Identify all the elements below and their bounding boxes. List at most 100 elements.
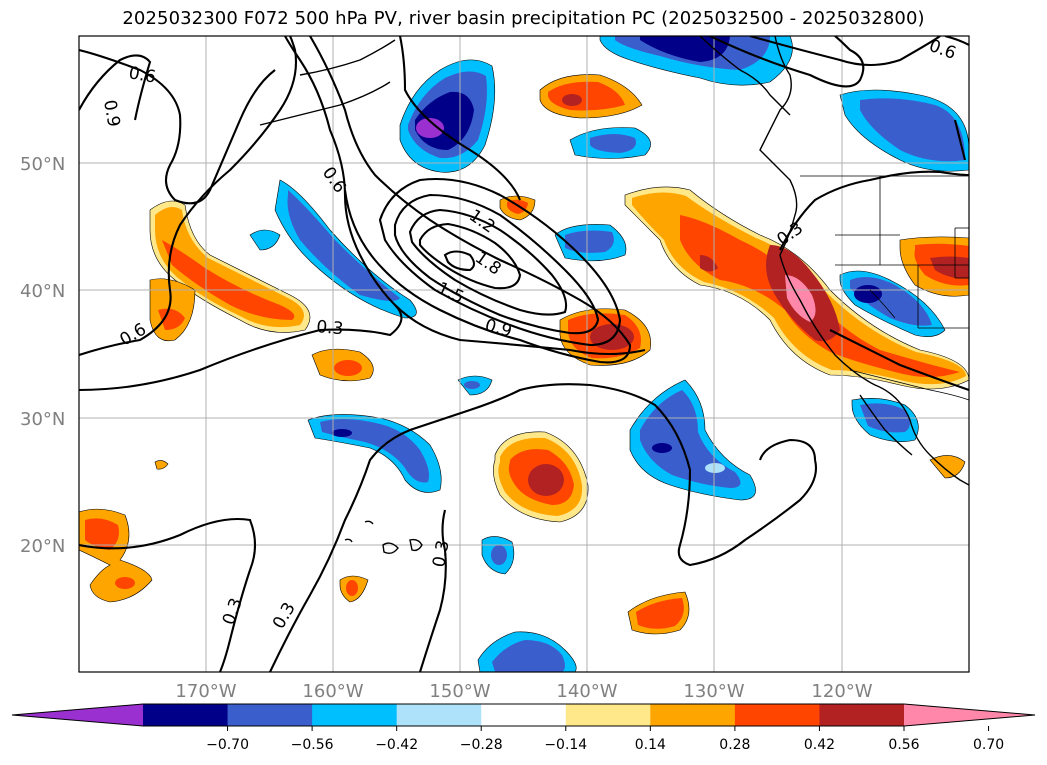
longitude-label: 130°W (683, 681, 744, 702)
contour-labels: 0.6 0.9 0.6 1.2 1.8 1.5 0.9 0.3 0.6 0.3 … (99, 36, 958, 633)
colorbar-outline (11, 703, 1036, 727)
pv-contour (418, 509, 447, 672)
colorbar-tick-label: −0.42 (375, 737, 418, 753)
colorbar-segment (143, 704, 229, 726)
pv-contour (418, 222, 522, 290)
latitude-labels: 50°N 40°N 30°N 20°N (20, 154, 65, 557)
negative-anomaly-area (565, 230, 614, 253)
pv-contour (408, 208, 568, 316)
border-line (849, 369, 969, 401)
colorbar-tick-label: −0.28 (460, 737, 503, 753)
latitude-label: 50°N (20, 154, 65, 175)
positive-anomaly-area (929, 455, 966, 479)
positive-anomaly-area (636, 598, 684, 629)
pv-contour (79, 517, 257, 672)
pv-contour (79, 36, 403, 392)
colorbar-tick-label: 0.56 (888, 737, 919, 753)
contour-label: 0.3 (429, 539, 453, 569)
map-frame (78, 35, 970, 673)
negative-anomaly-area (249, 229, 281, 251)
pv-contour (779, 170, 969, 251)
colorbar-segment (227, 704, 313, 726)
positive-anomaly-area (85, 518, 119, 550)
positive-anomaly-area (562, 94, 582, 106)
colorbar-tick-label: 0.42 (804, 737, 835, 753)
colorbar-tick-label: 0.28 (719, 737, 750, 753)
pv-contour (394, 304, 646, 356)
colorbar: −0.70 −0.56 −0.42 −0.28 −0.14 0.14 0.28 0.42 0.5… (11, 703, 1036, 753)
positive-anomaly-area (154, 460, 169, 470)
longitude-label: 120°W (811, 681, 872, 702)
longitude-labels: 170°W 160°W 150°W 140°W 130°W 120°W (175, 681, 872, 702)
pv-contour (79, 48, 276, 205)
longitude-label: 150°W (429, 681, 490, 702)
pv-contour (79, 36, 298, 356)
longitude-label: 140°W (556, 681, 617, 702)
pv-contour (709, 36, 865, 88)
negative-anomaly-area (464, 381, 480, 389)
positive-anomaly-area (528, 464, 564, 496)
positive-anomaly-area (158, 308, 185, 330)
coastline (344, 538, 353, 543)
coastline (759, 36, 969, 486)
pv-contour (309, 36, 632, 364)
colorbar-segment (565, 704, 651, 726)
contour-label: 0.3 (316, 317, 345, 339)
pv-contour (829, 329, 969, 391)
pv-contour (79, 54, 152, 121)
coastline (409, 538, 423, 552)
negative-anomaly-area (332, 429, 352, 437)
positive-anomaly-area (680, 215, 960, 377)
coastline (859, 394, 913, 456)
pv-contour (393, 193, 600, 335)
positive-anomaly-area (115, 577, 135, 589)
positive-anomaly-area (162, 240, 295, 320)
colorbar-tick-label: −0.56 (291, 737, 334, 753)
pv-contours (79, 36, 969, 672)
latitude-label: 30°N (20, 409, 65, 430)
colorbar-segment (650, 704, 736, 726)
latitude-label: 20°N (20, 536, 65, 557)
colorbar-segment (734, 704, 820, 726)
pv-contour (269, 383, 817, 672)
coastline (299, 39, 396, 76)
colorbar-tick-label: −0.14 (544, 737, 587, 753)
colorbar-segment (396, 704, 482, 726)
positive-anomaly-area (346, 580, 358, 596)
contour-label: 0.9 (99, 98, 123, 128)
coastline (382, 542, 399, 555)
colorbar-extend-low (12, 704, 143, 726)
map-content: 0.6 0.9 0.6 1.2 1.8 1.5 0.9 0.3 0.6 0.3 … (79, 36, 969, 672)
border-line (869, 289, 896, 319)
positive-anomaly-area (930, 256, 969, 279)
longitude-label: 170°W (175, 681, 236, 702)
pv-contour (378, 177, 622, 347)
negative-anomaly-area (491, 545, 507, 565)
coastline (259, 81, 391, 126)
colorbar-tick-label: −0.70 (206, 737, 249, 753)
colorbar-extend-high (904, 704, 1035, 726)
colorbar-tick-label: 0.14 (635, 737, 666, 753)
colorbar-tick-label: 0.70 (973, 737, 1004, 753)
negative-anomaly-area (590, 134, 636, 153)
negative-anomaly-area (860, 98, 965, 162)
pv-contour (398, 36, 521, 201)
negative-anomaly-area (416, 118, 444, 138)
pv-contour (759, 438, 817, 461)
latitude-label: 40°N (20, 281, 65, 302)
map-title: 2025032300 F072 500 hPa PV, river basin … (122, 8, 925, 29)
coastline (364, 520, 374, 525)
positive-anomaly-area (334, 360, 362, 376)
negative-anomaly-area (492, 640, 565, 672)
pv-contour (944, 36, 969, 46)
colorbar-segment (819, 704, 905, 726)
negative-anomaly-area (652, 443, 672, 453)
coastlines (259, 36, 969, 555)
colorbar-segment (312, 704, 398, 726)
contour-label: 0.6 (127, 63, 157, 87)
coastline (699, 36, 791, 116)
longitude-label: 160°W (302, 681, 363, 702)
pv-contour (443, 250, 476, 272)
positive-anomaly-area (155, 206, 304, 328)
